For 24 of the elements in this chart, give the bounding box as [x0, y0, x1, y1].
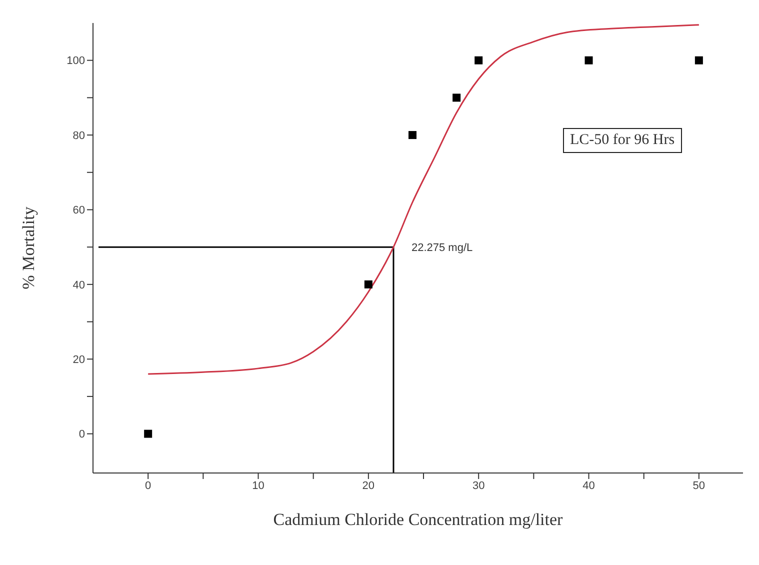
line-series: [147, 24, 700, 375]
y-tick-label: 100: [66, 55, 85, 68]
x-axis-title: Cadmium Chloride Concentration mg/liter: [273, 510, 564, 529]
x-tick-label: 0: [145, 480, 152, 492]
y-tick-label: 40: [72, 279, 85, 292]
annotation: 22.275 mg/L: [411, 242, 473, 254]
annotation: LC-50 for 96 Hrs: [563, 128, 682, 153]
y-tick-label: 80: [72, 130, 85, 142]
point: [452, 94, 461, 102]
y-tick-label: 0: [78, 428, 85, 441]
point: [694, 56, 703, 64]
x-tick-label: 20: [362, 480, 375, 492]
point: [144, 430, 152, 438]
point: [584, 56, 593, 64]
point: [474, 56, 483, 64]
point: [364, 280, 372, 288]
x-tick-label: 10: [252, 480, 264, 492]
y-axis-title: % Mortality: [19, 206, 38, 290]
y-tick-label: 60: [72, 204, 85, 217]
y-tick-label: 20: [72, 354, 85, 366]
point: [408, 131, 416, 140]
x-tick-label: 40: [582, 480, 595, 492]
x-tick-label: 50: [692, 480, 706, 492]
x-tick-label: 30: [472, 480, 485, 492]
